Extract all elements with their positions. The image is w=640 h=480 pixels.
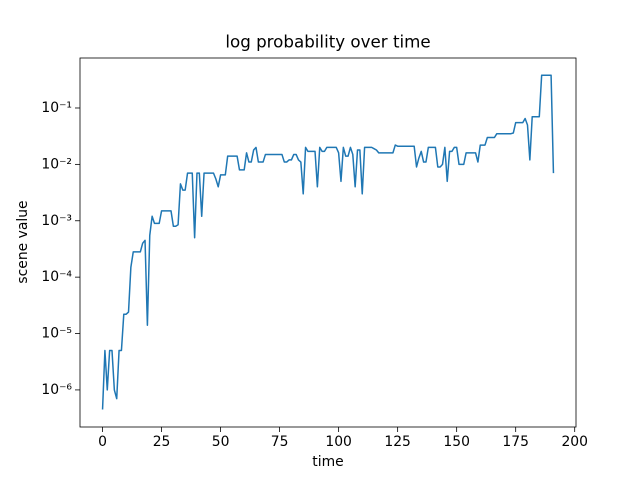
x-tick-label: 125 — [384, 434, 411, 450]
x-tick-label: 50 — [212, 434, 230, 450]
x-tick-label: 150 — [443, 434, 470, 450]
x-tick-label: 0 — [98, 434, 107, 450]
x-tick-label: 175 — [502, 434, 529, 450]
x-axis-label: time — [312, 454, 343, 470]
x-tick-label: 100 — [325, 434, 352, 450]
y-tick-label: 10⁻⁵ — [41, 326, 72, 342]
y-axis-label: scene value — [15, 200, 31, 283]
x-tick-label: 75 — [271, 434, 289, 450]
y-tick-label: 10⁻³ — [41, 213, 72, 229]
y-tick-label: 10⁻¹ — [41, 100, 72, 116]
y-tick-label: 10⁻² — [41, 156, 72, 172]
chart-title: log probability over time — [225, 32, 430, 52]
y-tick-label: 10⁻⁴ — [41, 269, 72, 285]
x-tick-label: 200 — [561, 434, 588, 450]
data-line — [101, 74, 555, 410]
axes-frame — [79, 57, 577, 428]
y-tick-label: 10⁻⁶ — [41, 382, 72, 398]
x-tick-label: 25 — [153, 434, 171, 450]
